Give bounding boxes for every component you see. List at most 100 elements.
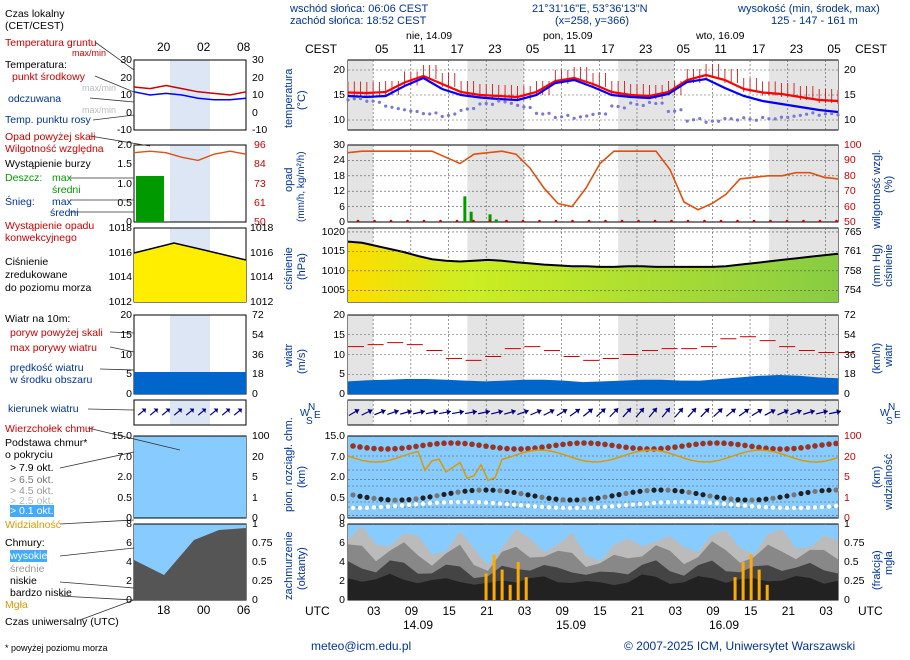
- tick-label: 754: [844, 284, 862, 297]
- legend-utc-time: Czas uniwersalny (UTC): [5, 616, 119, 628]
- tick-label: 100: [252, 430, 270, 442]
- wind-arrow: [387, 409, 399, 415]
- tick-label: 1018: [108, 222, 132, 234]
- conv-marker: [736, 219, 739, 223]
- legend-rel-humidity: Wilgotność względna: [5, 143, 104, 155]
- tick-label: 0: [339, 216, 345, 228]
- tick-label: 5: [339, 368, 345, 381]
- tick-label: 5: [844, 471, 850, 483]
- tick-label: 1018: [250, 222, 274, 234]
- cloud-base-white: [469, 499, 475, 505]
- dew-point-dot: [773, 117, 777, 121]
- cest-hour: 11: [563, 42, 577, 56]
- legend-okt65: > 6.5 okt.: [10, 474, 54, 486]
- legend-perceived: odczuwana: [8, 93, 62, 105]
- dew-point-dot: [817, 113, 821, 117]
- cloud-top-dot: [826, 441, 832, 447]
- cloud-base-white: [525, 503, 531, 509]
- cloud-base-dot: [686, 489, 692, 495]
- cloud-base-white: [462, 499, 468, 505]
- cloud-top-dot: [469, 441, 475, 448]
- legend-wind-arrow: [149, 408, 159, 416]
- cloud-base-white: [651, 500, 657, 506]
- wind-arrow-head: [810, 409, 815, 415]
- legend-mid-point: punkt środkowy: [12, 71, 85, 83]
- tick-label: 0.75: [844, 537, 865, 549]
- cloud-top-dot: [574, 440, 580, 446]
- legend-connector: [87, 408, 135, 411]
- cloud-base-dot: [826, 487, 832, 493]
- cest-hour: 23: [488, 42, 502, 56]
- cest-hour: 17: [601, 42, 615, 56]
- sunset-text: zachód słońca: 18:52 CEST: [290, 15, 427, 27]
- legend-very-low: bardzo niskie: [10, 587, 72, 599]
- tick-label: 1012: [250, 296, 274, 308]
- dew-point-dot: [610, 104, 614, 108]
- cloud-base-white: [371, 505, 377, 510]
- day-label-1: nie, 14.09: [406, 30, 453, 42]
- conv-marker: [604, 219, 607, 223]
- cloud-top-dot: [728, 440, 734, 447]
- cloud-base-dot: [462, 488, 468, 494]
- dew-point-dot: [823, 112, 828, 116]
- cloud-base-white: [728, 502, 734, 507]
- legend-okt79: > 7.9 okt.: [10, 462, 54, 474]
- cloud-top-dot: [791, 445, 797, 452]
- legend-cloud-base: Podstawa chmur*: [5, 437, 88, 449]
- legend-night-band: [170, 145, 210, 222]
- tick-label: 0.5: [117, 196, 132, 209]
- legend-temp-line: [133, 84, 247, 96]
- tick-label: 18: [333, 169, 345, 182]
- cloud-base-dot: [399, 497, 405, 503]
- dew-point-dot: [459, 108, 463, 113]
- wind-arrow: [790, 408, 802, 416]
- night-band: [618, 145, 675, 222]
- cloud-base-dot: [427, 494, 433, 500]
- tick-label: 1012: [108, 296, 132, 308]
- wind-arrow-head: [678, 407, 683, 413]
- cloud-top-dot: [819, 442, 825, 448]
- legend-connector: [59, 595, 135, 601]
- cloud-top-dot: [420, 442, 426, 449]
- cloud-base-dot: [805, 489, 811, 496]
- cloud-top-dot: [518, 446, 524, 452]
- tick-label: 0.75: [252, 537, 273, 549]
- height-title: wysokość (min, środek, max): [738, 3, 880, 15]
- wind-arrow: [777, 408, 789, 416]
- cloud-top-dot: [686, 442, 692, 448]
- wind-arrow: [517, 409, 529, 416]
- legend-rain-bar: [136, 176, 164, 222]
- cloud-base-white: [448, 499, 454, 505]
- conv-marker: [719, 219, 723, 223]
- dew-point-dot: [698, 117, 702, 121]
- conv-marker: [818, 219, 822, 223]
- dew-point-dot: [453, 112, 457, 116]
- dew-point-dot: [478, 102, 482, 106]
- legend-visibility: Widzialność: [5, 519, 62, 531]
- cloud-base-dot: [364, 494, 370, 500]
- tick-label: 1005: [321, 284, 345, 297]
- dew-point-dot: [654, 101, 658, 106]
- conv-marker: [752, 219, 756, 223]
- dew-point-dot: [352, 97, 356, 101]
- tick-label: 54: [844, 328, 856, 341]
- cloud-base-dot: [798, 490, 804, 497]
- legend-cloud-base2: o pokryciu: [5, 449, 53, 461]
- tick-label: 72: [252, 309, 264, 321]
- footer-email[interactable]: meteo@icm.edu.pl: [311, 639, 412, 653]
- dew-point-dot: [792, 114, 796, 118]
- axis-vis-unit: (km): [871, 466, 883, 488]
- cloud-base-white: [686, 499, 692, 505]
- cloud-base-dot: [644, 488, 650, 494]
- utc-hour: 15: [442, 604, 456, 618]
- cloud-base-dot: [546, 495, 552, 501]
- conv-marker: [406, 219, 409, 223]
- utc-hour: 09: [404, 604, 419, 618]
- cloud-base-white: [749, 503, 755, 509]
- cloud-base-white: [812, 505, 818, 510]
- cloud-base-white: [574, 505, 580, 511]
- wind-arrow-head: [770, 408, 776, 415]
- cloud-base-dot: [483, 487, 489, 493]
- cloud-base-dot: [392, 497, 398, 503]
- date-label-2: 15.09: [556, 618, 587, 632]
